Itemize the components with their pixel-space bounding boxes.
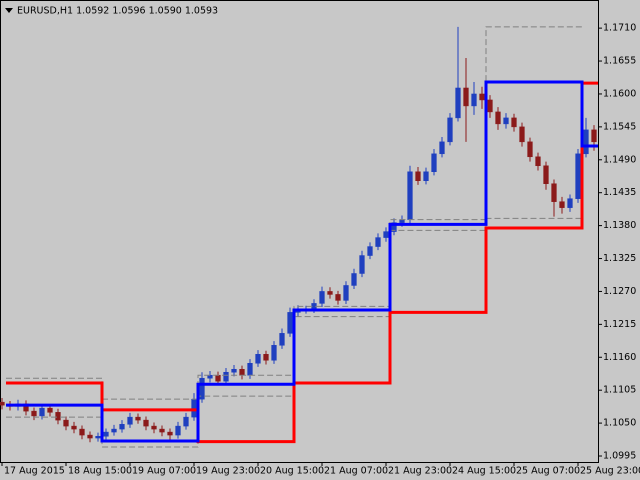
candle-body xyxy=(327,291,333,295)
candle-body xyxy=(479,93,485,101)
candle-body xyxy=(559,201,565,208)
candle-body xyxy=(511,117,517,128)
candle-body xyxy=(519,126,525,143)
candle-body xyxy=(487,99,493,113)
x-tick-label: 24 Aug 15:00 xyxy=(452,466,516,477)
candle-body xyxy=(447,117,453,143)
y-tick-label: 1.1655 xyxy=(603,56,636,67)
candle-body xyxy=(287,312,293,334)
y-tick-label: 1.1160 xyxy=(603,352,636,363)
candle-body xyxy=(183,416,189,427)
x-tick-label: 21 Aug 07:00 xyxy=(324,466,388,477)
y-tick-label: 1.1215 xyxy=(603,319,636,330)
candle-body xyxy=(47,407,53,413)
candle-body xyxy=(527,141,533,158)
candle-body xyxy=(191,398,197,418)
x-tick-label: 17 Aug 2015 xyxy=(4,466,65,477)
candle-body xyxy=(39,407,45,417)
candle-body xyxy=(431,153,437,173)
candle-body xyxy=(143,419,149,427)
candle-body xyxy=(351,273,357,286)
candle-body xyxy=(55,412,61,421)
x-tick-label: 25 Aug 23:00 xyxy=(580,466,640,477)
candle-body xyxy=(151,425,157,430)
x-tick-label: 19 Aug 23:00 xyxy=(196,466,260,477)
candle-body xyxy=(279,333,285,346)
candle-body xyxy=(567,198,573,208)
candle-body xyxy=(375,237,381,247)
candle-body xyxy=(343,285,349,301)
indicator-line xyxy=(6,81,598,444)
candle-body xyxy=(583,129,589,155)
y-tick-label: 1.1325 xyxy=(603,253,636,264)
candle-body xyxy=(215,374,221,382)
y-tick-label: 1.1490 xyxy=(603,154,636,165)
candle-body xyxy=(231,368,237,373)
y-tick-label: 1.1435 xyxy=(603,187,636,198)
candle-body xyxy=(119,424,125,430)
candle-body xyxy=(159,428,165,433)
y-tick-label: 1.1600 xyxy=(603,88,636,99)
candle-body xyxy=(407,171,413,220)
indicator-line xyxy=(6,80,598,443)
candle-body xyxy=(95,436,101,439)
x-tick-label: 25 Aug 07:00 xyxy=(516,466,580,477)
candle-body xyxy=(391,222,397,232)
candle-body xyxy=(199,377,205,400)
candle-body xyxy=(223,371,229,382)
candle-body xyxy=(551,183,557,202)
candle-body xyxy=(175,425,181,436)
candle-body xyxy=(255,354,261,364)
candle-body xyxy=(0,401,5,406)
x-tick-label: 19 Aug 07:00 xyxy=(132,466,196,477)
candle-body xyxy=(87,434,93,439)
candle-body xyxy=(367,246,373,256)
candle-body xyxy=(359,255,365,274)
candle-body xyxy=(439,141,445,155)
candle-body xyxy=(271,345,277,361)
candle-body xyxy=(463,87,469,107)
plot-frame xyxy=(0,0,599,463)
y-tick-label: 1.1270 xyxy=(603,286,636,297)
candle-body xyxy=(575,153,581,199)
x-tick-label: 21 Aug 23:00 xyxy=(388,466,452,477)
candle-body xyxy=(503,117,509,125)
y-tick-label: 1.1105 xyxy=(603,385,636,396)
candle-body xyxy=(495,111,501,125)
candle-body xyxy=(335,294,341,301)
candle-body xyxy=(263,354,269,361)
candle-body xyxy=(319,291,325,304)
y-tick-label: 1.1050 xyxy=(603,418,636,429)
candle-body xyxy=(423,171,429,181)
candle-body xyxy=(71,425,77,430)
candle-body xyxy=(167,431,173,436)
chart-title: EURUSD,H1 1.0592 1.0596 1.0590 1.0593 xyxy=(17,6,218,17)
plot-layer xyxy=(0,26,598,448)
candle-body xyxy=(535,156,541,167)
candle-body xyxy=(591,129,597,143)
candle-body xyxy=(415,171,421,181)
candle-body xyxy=(455,87,461,119)
candle-body xyxy=(471,93,477,107)
candle-body xyxy=(103,431,109,437)
candle-body xyxy=(31,410,37,417)
menu-arrow[interactable] xyxy=(5,8,13,13)
candle-body xyxy=(135,416,141,421)
candle-body xyxy=(111,428,117,433)
y-tick-label: 1.1380 xyxy=(603,220,636,231)
candle-body xyxy=(79,428,85,436)
y-tick-label: 1.1545 xyxy=(603,121,636,132)
y-tick-label: 1.0995 xyxy=(603,451,636,462)
x-tick-label: 18 Aug 15:00 xyxy=(68,466,132,477)
candle-body xyxy=(127,416,133,425)
candle-body xyxy=(383,231,389,238)
candle-body xyxy=(543,165,549,184)
y-tick-label: 1.1710 xyxy=(603,23,636,34)
x-tick-label: 20 Aug 15:00 xyxy=(260,466,324,477)
candle-body xyxy=(247,363,253,376)
candle-body xyxy=(63,419,69,427)
candle-body xyxy=(239,368,245,376)
